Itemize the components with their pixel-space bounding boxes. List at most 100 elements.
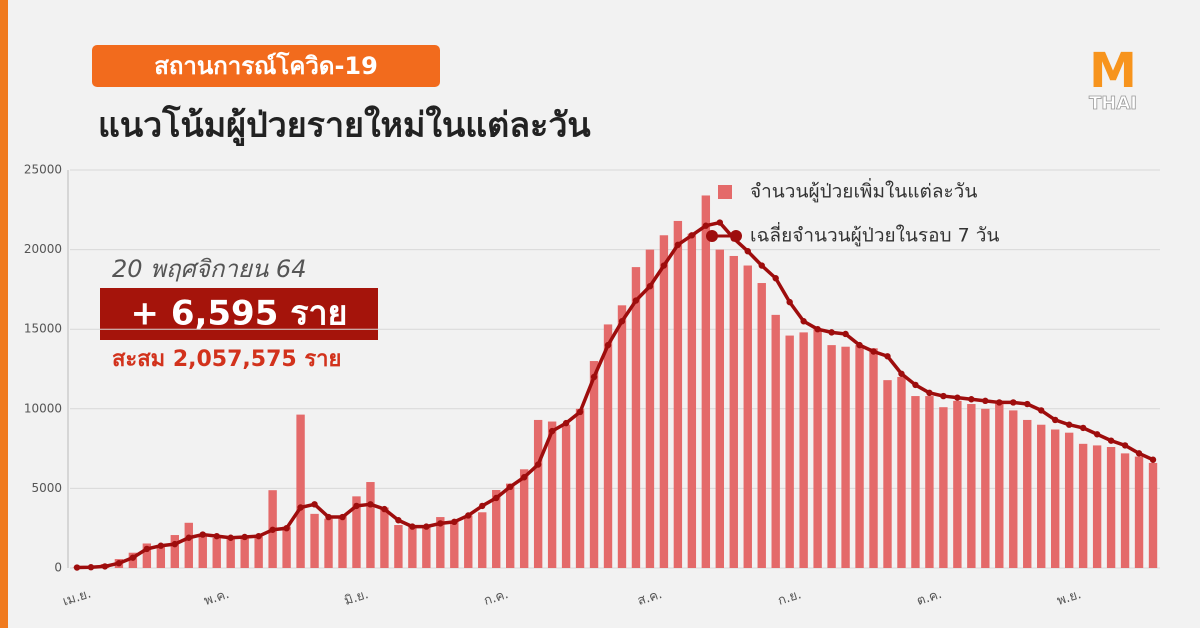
average-dot bbox=[814, 326, 821, 333]
bar bbox=[673, 220, 683, 568]
average-dot bbox=[884, 353, 891, 360]
bar bbox=[198, 535, 207, 568]
average-dot bbox=[674, 241, 682, 249]
average-dot bbox=[940, 392, 947, 400]
average-dot bbox=[618, 318, 626, 325]
callout-today: + 6,595 ราย bbox=[131, 294, 348, 334]
y-tick-label: 5000 bbox=[31, 481, 62, 495]
average-dot bbox=[520, 474, 528, 481]
bar bbox=[617, 305, 627, 568]
x-tick-label: ก.ย. bbox=[776, 587, 803, 609]
average-dot bbox=[660, 262, 668, 269]
bar bbox=[184, 522, 193, 568]
average-dot bbox=[1051, 416, 1059, 424]
legend-label: เฉลี่ยจำนวนผู้ป่วยในรอบ 7 วัน bbox=[750, 222, 999, 247]
average-dot bbox=[1079, 424, 1087, 432]
average-dot bbox=[129, 554, 137, 561]
bar bbox=[1106, 447, 1116, 568]
average-dot bbox=[311, 501, 318, 508]
average-dot bbox=[1121, 442, 1129, 449]
badge: สถานการณ์โควิด-19 bbox=[154, 51, 378, 80]
bar bbox=[408, 526, 417, 568]
average-dot bbox=[898, 370, 905, 377]
bar bbox=[1051, 429, 1060, 568]
average-dot bbox=[171, 540, 179, 548]
y-tick-label: 25000 bbox=[24, 163, 62, 177]
bar bbox=[659, 235, 669, 568]
average-dot bbox=[870, 348, 877, 355]
average-dot bbox=[1038, 407, 1045, 414]
x-tick-label: ก.ค. bbox=[482, 587, 510, 609]
average-dot bbox=[409, 523, 416, 530]
average-dot bbox=[646, 283, 654, 290]
average-dot bbox=[828, 329, 835, 336]
average-dot bbox=[395, 517, 402, 524]
average-dot bbox=[297, 504, 304, 511]
bar bbox=[785, 335, 794, 568]
average-dot bbox=[604, 341, 612, 349]
bar bbox=[282, 526, 291, 568]
bar bbox=[170, 535, 179, 568]
x-tick-label: ส.ค. bbox=[636, 587, 664, 609]
y-tick-label: 10000 bbox=[24, 401, 62, 415]
x-tick-label: มิ.ย. bbox=[343, 587, 371, 609]
bar bbox=[366, 482, 375, 568]
average-dot bbox=[996, 399, 1003, 406]
badge-box bbox=[92, 45, 440, 87]
average-dot bbox=[926, 389, 933, 397]
average-dot bbox=[954, 394, 961, 401]
title: แนวโน้มผู้ป่วยรายใหม่ในแต่ละวัน bbox=[98, 105, 591, 147]
bar bbox=[911, 396, 920, 568]
x-tick-label: เม.ย. bbox=[61, 586, 93, 609]
average-dot bbox=[1065, 421, 1073, 428]
bar bbox=[967, 404, 976, 568]
average-dot bbox=[339, 513, 346, 521]
average-dot bbox=[423, 523, 430, 530]
bar bbox=[771, 314, 780, 568]
edge-stripe bbox=[0, 0, 8, 628]
bar bbox=[939, 407, 948, 568]
bar bbox=[925, 396, 934, 568]
bar bbox=[533, 419, 543, 568]
bar bbox=[492, 489, 501, 568]
average-dot bbox=[534, 461, 542, 468]
bar bbox=[519, 469, 529, 568]
legend-label: จำนวนผู้ป่วยเพิ่มในแต่ละวัน bbox=[750, 178, 977, 203]
bar bbox=[687, 233, 697, 568]
bar bbox=[645, 249, 655, 568]
average-dot bbox=[968, 396, 975, 403]
average-dot bbox=[548, 427, 556, 435]
bar bbox=[1064, 432, 1074, 568]
bar bbox=[897, 376, 906, 568]
y-tick-label: 20000 bbox=[24, 242, 62, 256]
average-dot bbox=[856, 341, 863, 349]
x-tick-label: พ.ค. bbox=[202, 587, 231, 609]
bar bbox=[561, 424, 571, 568]
bar bbox=[464, 515, 473, 568]
average-dot bbox=[185, 534, 192, 541]
x-tick-label: ต.ค. bbox=[915, 587, 944, 609]
bar bbox=[827, 345, 836, 568]
bar bbox=[142, 543, 152, 568]
bar bbox=[729, 255, 738, 568]
bar bbox=[547, 421, 557, 568]
bar bbox=[841, 346, 850, 568]
average-dot bbox=[479, 502, 486, 510]
bar bbox=[310, 513, 319, 568]
average-dot bbox=[506, 483, 514, 491]
average-dot bbox=[493, 494, 500, 502]
average-dot bbox=[353, 502, 360, 510]
logo-mark: M bbox=[1089, 43, 1137, 99]
bar bbox=[226, 537, 235, 568]
bar bbox=[883, 380, 892, 568]
bar bbox=[450, 521, 459, 568]
bar bbox=[743, 265, 752, 568]
bar bbox=[296, 414, 305, 568]
bar bbox=[324, 518, 333, 568]
average-dot bbox=[283, 525, 290, 532]
bar bbox=[855, 345, 864, 568]
average-dot bbox=[758, 262, 765, 269]
bar bbox=[575, 408, 585, 568]
callout-box bbox=[100, 288, 378, 340]
bar bbox=[156, 544, 166, 568]
